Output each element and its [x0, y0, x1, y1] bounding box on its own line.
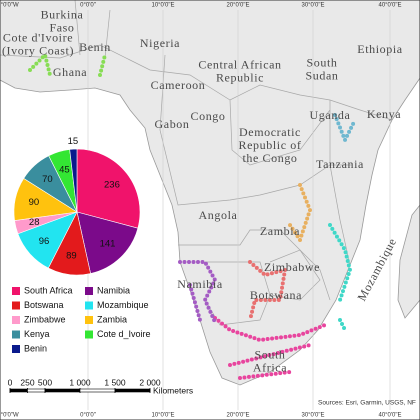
- scale-label: 500: [38, 377, 52, 387]
- legend-swatch: [12, 345, 20, 353]
- country-label: Tanzania: [316, 157, 364, 171]
- legend-swatch: [85, 330, 93, 339]
- legend-label: Kenya: [24, 329, 50, 339]
- scale-segment: [79, 388, 116, 393]
- country-label: South: [254, 347, 285, 361]
- country-label: Cote d'Ivoire: [3, 30, 73, 44]
- legend-label: Cote d_Ivoire: [97, 329, 151, 339]
- legend-label: Botswana: [24, 300, 64, 310]
- pie-slice: [69, 148, 78, 213]
- graticule-label-bottom: 20°0'0"E: [226, 413, 249, 419]
- pie-value-label: 90: [29, 197, 40, 208]
- graticule-label-top: 40°0'0"E: [378, 3, 401, 9]
- pie-slice: [76, 211, 139, 274]
- country-label: Botswana: [250, 288, 302, 302]
- legend-label: South Africa: [24, 285, 73, 295]
- pie-value-label: 70: [42, 174, 53, 185]
- scale-label: 1 000: [69, 377, 91, 387]
- scale-segment: [27, 388, 46, 393]
- country-label: Gabon: [155, 117, 190, 131]
- country-label: Ghana: [53, 65, 87, 79]
- graticule-label-top: 10°0'0"E: [151, 3, 174, 9]
- legend-label: Zambia: [97, 314, 127, 324]
- legend-swatch: [12, 316, 20, 324]
- country-label: Namibia: [177, 277, 223, 291]
- country-label: South: [306, 55, 337, 69]
- scale-segment: [114, 388, 151, 393]
- madagascar: [397, 204, 420, 319]
- graticule-label-top: 0°0'0"W: [0, 3, 19, 9]
- graticule-label-bottom: 30°0'0"E: [301, 413, 324, 419]
- scale-label: 0: [8, 377, 13, 387]
- pie-value-label: 96: [39, 236, 50, 247]
- country-label: Democratic: [239, 125, 301, 139]
- pie-value-label: 236: [104, 180, 120, 191]
- country-label: Burkina: [41, 7, 84, 21]
- pie-slice: [76, 148, 141, 229]
- country-label: the Congo: [242, 151, 297, 165]
- legend-swatch: [85, 316, 93, 324]
- land: [0, 0, 420, 386]
- scale-segment: [44, 388, 81, 393]
- country-label: Africa: [253, 360, 287, 374]
- pie-value-label: 15: [68, 136, 79, 147]
- pie-value-label: 89: [66, 250, 77, 261]
- legend-swatch: [12, 287, 20, 295]
- country-label: Cameroon: [151, 78, 206, 92]
- legend-label: Namibia: [97, 285, 130, 295]
- legend-label: Zimbabwe: [24, 314, 66, 324]
- legend-swatch: [12, 301, 20, 310]
- graticule-label-bottom: 40°0'0"E: [378, 413, 401, 419]
- scale-label: 250: [20, 377, 34, 387]
- country-label: Zambia: [260, 224, 300, 238]
- legend-label: Mozambique: [97, 300, 149, 310]
- scale-segment: [9, 388, 28, 393]
- graticule-label-top: 30°0'0"E: [301, 3, 324, 9]
- country-label: Sudan: [306, 68, 339, 82]
- graticule-label-top: 0°0'0": [80, 3, 96, 9]
- country-label: Republic: [216, 70, 264, 84]
- country-label: Angola: [199, 208, 238, 222]
- country-label: Ethiopia: [357, 42, 403, 56]
- country-label: Nigeria: [140, 36, 180, 50]
- country-label: Central African: [198, 57, 281, 71]
- legend-swatch: [12, 330, 20, 339]
- legend-label: Benin: [24, 343, 47, 353]
- pie-value-label: 45: [59, 164, 70, 175]
- pie-value-label: 28: [29, 217, 40, 228]
- country-label: Republic of: [239, 138, 302, 152]
- scale-unit: Kilometers: [153, 385, 193, 395]
- graticule-label-bottom: 0°0'0": [80, 413, 96, 419]
- legend-swatch: [85, 301, 93, 310]
- country-label: Zimbabwe: [264, 260, 320, 274]
- graticule-label-bottom: 0°0'0"W: [0, 413, 19, 419]
- country-label: Kenya: [367, 107, 401, 121]
- country-label: Faso: [49, 20, 74, 34]
- country-label: Congo: [190, 109, 225, 123]
- graticule-label-top: 20°0'0"E: [226, 3, 249, 9]
- sources: Sources: Esri, Garmin, USGS, NF: [318, 400, 416, 407]
- scale-label: 2 000: [139, 377, 161, 387]
- country-label: (Ivory Coast): [2, 43, 74, 57]
- scale-label: 1 500: [104, 377, 126, 387]
- pie-value-label: 141: [100, 238, 116, 249]
- site-points: [28, 51, 357, 380]
- graticule-label-bottom: 10°0'0"E: [151, 413, 174, 419]
- legend-swatch: [85, 287, 93, 295]
- country-label: Benin: [79, 40, 111, 54]
- country-label: Uganda: [310, 108, 351, 122]
